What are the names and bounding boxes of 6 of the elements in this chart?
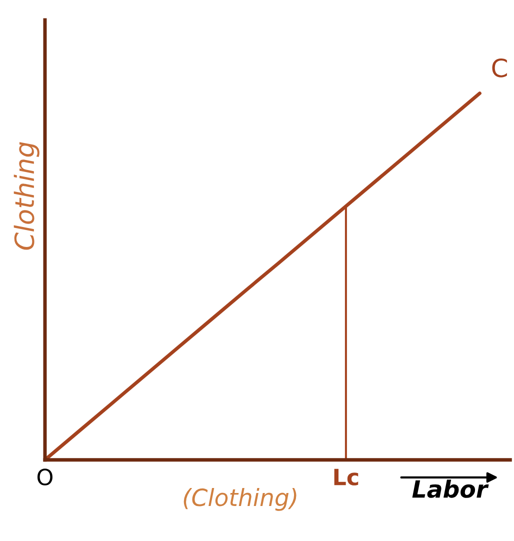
y-axis-title: Clothing [14,142,40,250]
x-axis-title: Labor [412,480,489,498]
text: (Clothing) [184,488,296,511]
x-tick-label: O [37,468,52,486]
series-label: C [492,58,507,78]
x-tick-label: Lc [334,468,358,486]
